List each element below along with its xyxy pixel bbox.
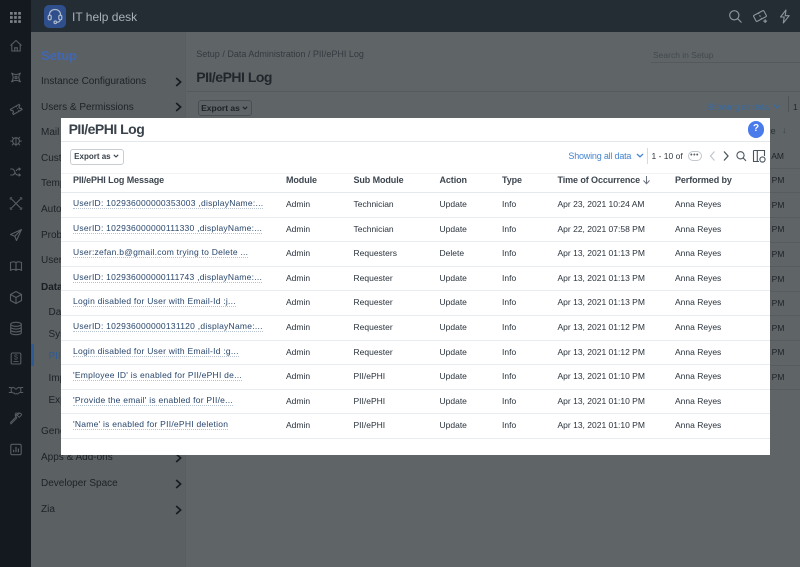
svg-text:$: $ xyxy=(14,354,18,361)
